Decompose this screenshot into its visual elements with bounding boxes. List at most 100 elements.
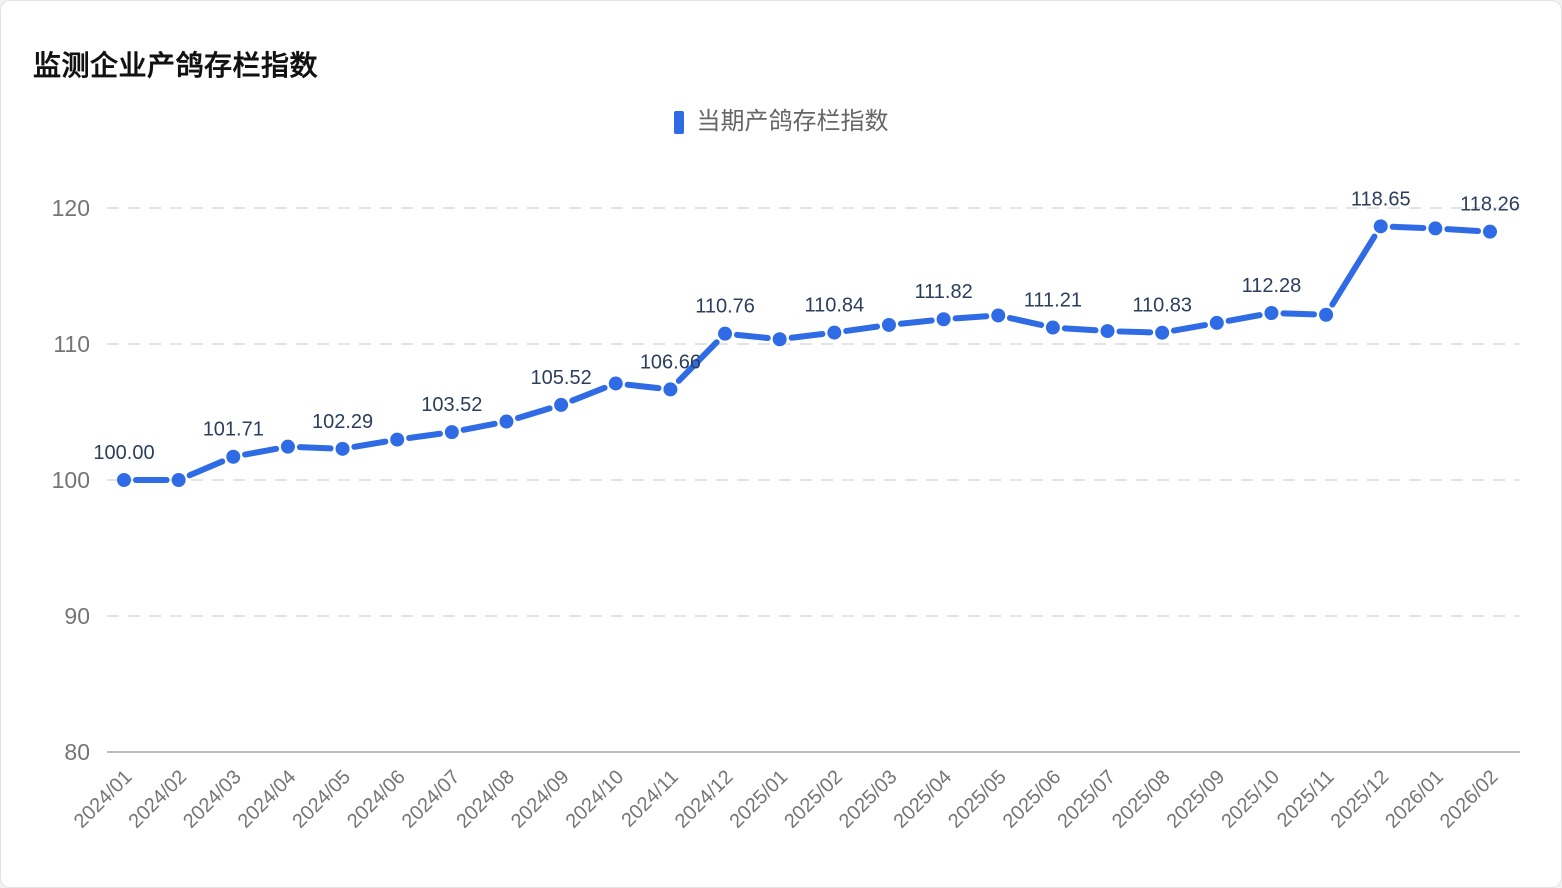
x-tick-label: 2024/03 (179, 766, 246, 833)
y-tick-label: 90 (64, 603, 90, 629)
data-point[interactable] (390, 432, 405, 447)
data-point[interactable] (827, 325, 842, 340)
line-segment (1280, 310, 1318, 318)
data-point[interactable] (444, 425, 459, 440)
line-segment (843, 323, 881, 334)
line-segment (296, 444, 334, 452)
data-point-label: 101.71 (203, 419, 264, 441)
gridlines (107, 207, 1520, 753)
data-point-label: 102.29 (312, 411, 373, 433)
data-point[interactable] (608, 376, 623, 391)
data-point[interactable] (1264, 305, 1279, 320)
data-point[interactable] (881, 317, 896, 332)
data-point-label: 118.26 (1460, 194, 1520, 216)
legend-label: 当期产鸽存栏指数 (696, 108, 889, 135)
data-point[interactable] (1319, 307, 1334, 322)
data-point-label: 103.52 (421, 394, 482, 416)
x-tick-label: 2024/06 (343, 766, 410, 833)
line-segment (897, 317, 935, 327)
line-segment (351, 438, 389, 450)
data-point[interactable] (991, 308, 1006, 323)
data-point[interactable] (1209, 315, 1224, 330)
y-tick-label: 100 (52, 467, 90, 493)
x-tick-label: 2025/04 (889, 766, 956, 833)
x-tick-label: 2025/02 (780, 766, 847, 833)
data-point[interactable] (499, 414, 514, 429)
x-tick-label: 2024/08 (452, 766, 519, 833)
data-point-label: 111.82 (914, 281, 972, 303)
series-line (133, 223, 1482, 483)
line-segment (1061, 325, 1099, 334)
data-point-label: 111.21 (1024, 290, 1082, 312)
data-point-label: 110.84 (804, 295, 864, 317)
data-point-label: 112.28 (1242, 275, 1302, 297)
line-segment (1225, 312, 1263, 324)
data-point[interactable] (1428, 221, 1443, 236)
line-segment (569, 384, 608, 404)
data-point-label: 110.83 (1132, 295, 1192, 317)
data-point-label: 100.00 (93, 442, 154, 464)
x-tick-label: 2024/01 (70, 766, 137, 833)
line-segment (1389, 223, 1427, 231)
data-point-label: 106.66 (640, 351, 701, 373)
line-segment (406, 430, 443, 441)
x-tick-label: 2025/12 (1327, 766, 1394, 833)
data-point-label: 105.52 (531, 367, 592, 389)
line-segment (1006, 315, 1045, 328)
data-point[interactable] (554, 397, 569, 412)
line-segment (788, 331, 826, 341)
data-point[interactable] (280, 439, 295, 454)
x-tick-label: 2025/10 (1217, 766, 1284, 833)
y-tick-label: 110 (53, 331, 90, 357)
x-tick-label: 2024/05 (288, 766, 355, 833)
x-axis-labels: 2024/012024/022024/032024/042024/052024/… (70, 766, 1503, 833)
data-labels: 100.00 101.71 102.29 103.52 105.52 106.66 110.… (93, 188, 1519, 464)
data-point[interactable] (335, 441, 350, 456)
data-point[interactable] (718, 326, 733, 341)
data-point[interactable] (226, 449, 241, 464)
line-segment (624, 381, 662, 392)
data-point[interactable] (1373, 219, 1388, 234)
data-point[interactable] (663, 382, 678, 397)
legend-item[interactable]: 当期产鸽存栏指数 (673, 108, 889, 135)
x-tick-label: 2025/01 (726, 766, 793, 833)
x-tick-label: 2025/06 (999, 766, 1066, 833)
line-segment (186, 458, 226, 479)
x-tick-label: 2025/05 (944, 766, 1011, 833)
line-segment (733, 331, 771, 342)
data-point[interactable] (171, 473, 186, 487)
data-point-label: 110.76 (695, 296, 755, 318)
data-point[interactable] (1100, 324, 1115, 339)
x-tick-label: 2025/03 (835, 766, 902, 833)
legend-marker-icon (673, 110, 684, 134)
line-segment (242, 445, 280, 458)
y-axis-labels: 80 90 100 110 120 (52, 195, 90, 765)
chart-title: 监测企业产鸽存栏指数 (33, 50, 319, 81)
x-tick-label: 2026/02 (1436, 766, 1503, 833)
y-tick-label: 80 (64, 739, 90, 765)
x-tick-label: 2024/12 (671, 766, 738, 833)
series-points[interactable] (117, 219, 1497, 487)
x-tick-label: 2024/11 (617, 766, 683, 832)
data-point[interactable] (936, 312, 951, 327)
line-segment (1116, 328, 1154, 336)
data-point[interactable] (117, 473, 131, 487)
x-tick-label: 2026/01 (1381, 766, 1448, 833)
x-tick-label: 2025/09 (1163, 766, 1230, 833)
line-segment (514, 405, 553, 422)
line-segment (1329, 233, 1378, 308)
x-tick-label: 2024/02 (124, 766, 191, 833)
data-point[interactable] (772, 332, 787, 347)
x-tick-label: 2024/07 (398, 766, 465, 833)
data-point[interactable] (1483, 224, 1497, 239)
x-tick-label: 2025/08 (1108, 766, 1175, 833)
data-point[interactable] (1155, 325, 1170, 340)
x-tick-label: 2025/07 (1053, 766, 1120, 833)
line-segment (675, 339, 720, 384)
data-point[interactable] (1045, 320, 1060, 335)
data-point-label: 118.65 (1351, 188, 1411, 210)
x-tick-label: 2025/11 (1273, 766, 1339, 832)
x-tick-label: 2024/10 (562, 766, 629, 833)
